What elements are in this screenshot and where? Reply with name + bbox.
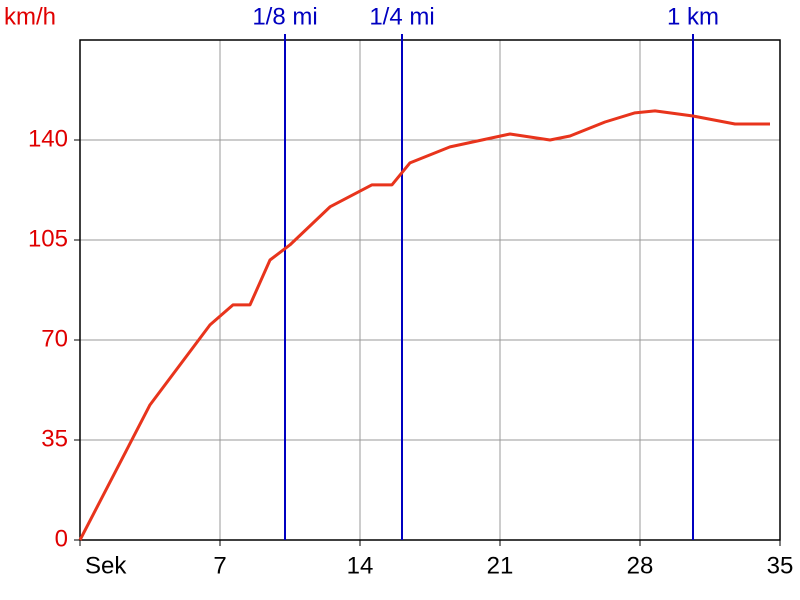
y-tick-label: 105 [28,225,68,252]
x-tick-label: 7 [213,552,226,579]
x-tick-label: 21 [487,552,514,579]
y-tick-label: 0 [55,525,68,552]
y-tick-label: 70 [41,325,68,352]
x-tick-label: 28 [627,552,654,579]
y-tick-label: 35 [41,425,68,452]
distance-marker-label: 1 km [667,3,719,30]
x-tick-label: 14 [347,552,374,579]
y-axis-label: km/h [4,3,56,30]
x-tick-label: Sek [85,552,127,579]
x-tick-label: 35 [767,552,794,579]
plot-frame [79,39,781,541]
distance-marker-label: 1/4 mi [369,3,434,30]
data-line [78,109,770,541]
distance-marker-label: 1/8 mi [252,3,317,30]
y-tick-label: 140 [28,125,68,152]
